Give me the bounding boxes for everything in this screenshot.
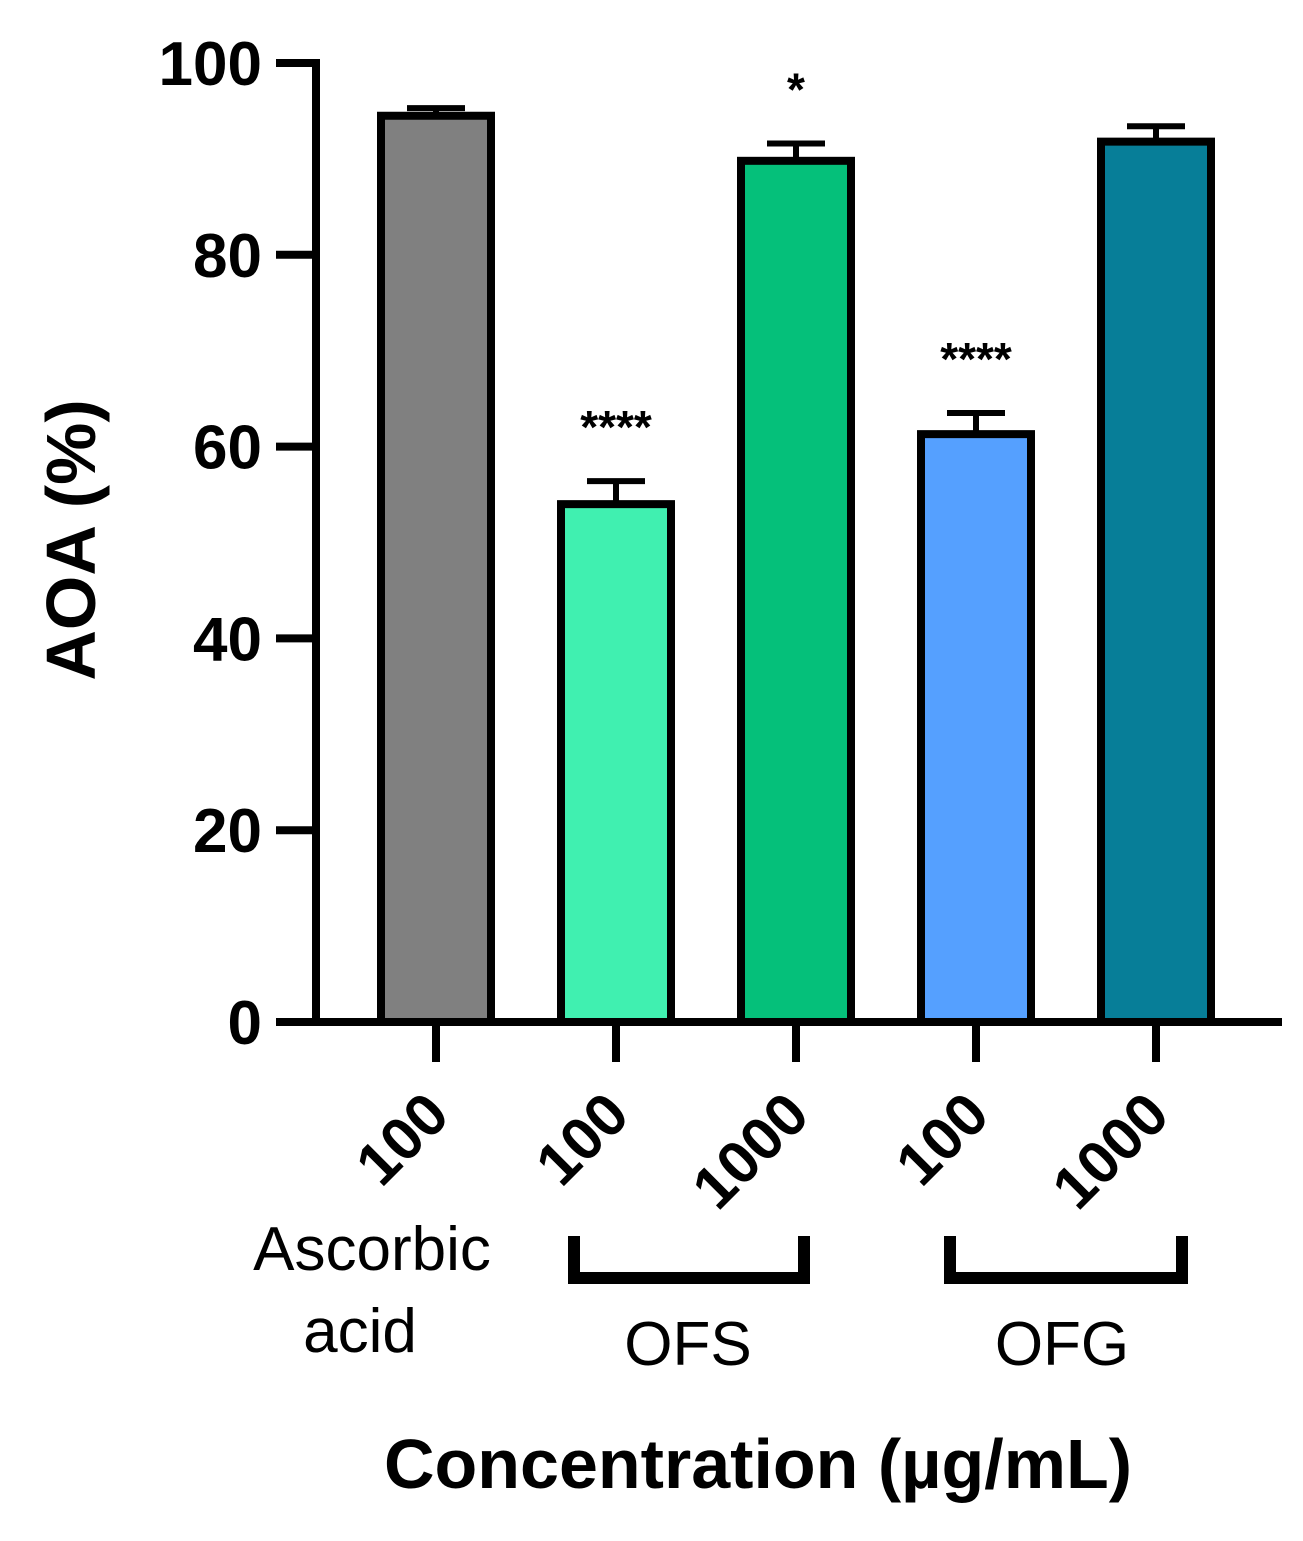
x-axis-title: Concentration (µg/mL) bbox=[384, 1425, 1132, 1503]
y-tick-label-20: 20 bbox=[193, 797, 262, 866]
y-tick-label-100: 100 bbox=[159, 30, 262, 99]
x-tick-label-5: 1000 bbox=[1039, 1080, 1181, 1222]
significance-marker-3: * bbox=[787, 64, 805, 116]
x-tick-label-2: 100 bbox=[523, 1080, 641, 1198]
group-label-ofs: OFS bbox=[624, 1310, 751, 1379]
y-tick-label-40: 40 bbox=[193, 605, 262, 674]
y-tick-label-60: 60 bbox=[193, 414, 262, 483]
y-tick-label-80: 80 bbox=[193, 222, 262, 291]
bar-4 bbox=[917, 430, 1035, 1026]
significance-marker-2: **** bbox=[580, 401, 652, 453]
axes-layer bbox=[276, 59, 1282, 1284]
x-tick-label-4: 100 bbox=[883, 1080, 1001, 1198]
group-label-ascorbic-acid-line1: Ascorbic bbox=[253, 1215, 491, 1284]
bar-2 bbox=[557, 500, 675, 1026]
x-tick-label-1: 100 bbox=[343, 1080, 461, 1198]
y-axis-title: AOA (%) bbox=[32, 399, 110, 680]
group-label-ofg: OFG bbox=[995, 1310, 1129, 1379]
bar-5 bbox=[1097, 137, 1215, 1026]
x-tick-label-3: 1000 bbox=[679, 1080, 821, 1222]
y-tick-label-0: 0 bbox=[228, 989, 262, 1058]
significance-marker-4: **** bbox=[940, 333, 1012, 385]
bar-1 bbox=[377, 111, 495, 1027]
bracket-ofg bbox=[944, 1236, 1188, 1284]
bracket-ofs bbox=[568, 1236, 810, 1284]
group-label-ascorbic-acid-line2: acid bbox=[303, 1297, 417, 1366]
bar-3 bbox=[737, 156, 855, 1026]
bars-layer bbox=[377, 105, 1215, 1027]
